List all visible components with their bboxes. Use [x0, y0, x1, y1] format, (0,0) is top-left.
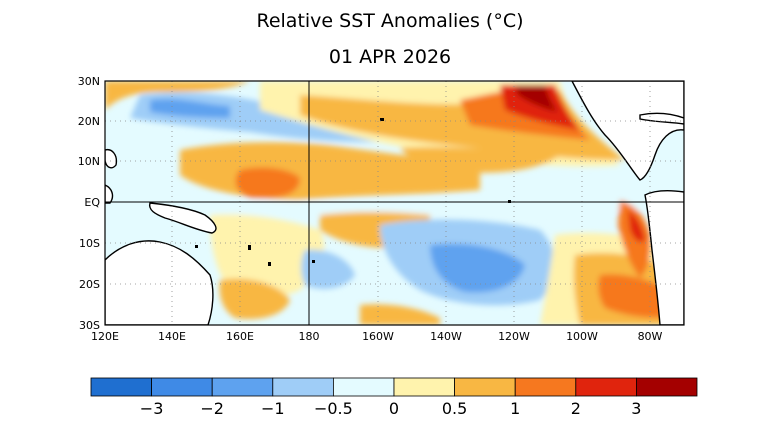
map-frame [104, 80, 685, 326]
anomaly-field [105, 81, 684, 325]
lon-label-140w: 140W [430, 330, 462, 343]
lat-label-10s: 10S [79, 237, 100, 250]
lon-axis: 120E 140E 160E 180 160W 140W 120W 100W 8… [91, 330, 663, 343]
gridlines [105, 81, 684, 325]
colorbar-swatch [332, 377, 395, 397]
colorbar-swatch [636, 377, 698, 397]
lon-label-120w: 120W [498, 330, 530, 343]
colorbar-label: −1 [261, 399, 285, 418]
lat-label-20s: 20S [79, 278, 100, 291]
colorbar-swatch [514, 377, 577, 397]
colorbar-swatch [272, 377, 334, 397]
colorbar-label: 2 [571, 399, 581, 418]
colorbar-label: −2 [200, 399, 224, 418]
colorbar-swatch [575, 377, 637, 397]
lon-label-140e: 140E [158, 330, 186, 343]
lon-label-80w: 80W [638, 330, 663, 343]
colorbar-swatch [393, 377, 455, 397]
lon-label-160w: 160W [362, 330, 394, 343]
landmasses [105, 81, 684, 325]
lon-label-120e: 120E [91, 330, 119, 343]
colorbar-label: −0.5 [314, 399, 353, 418]
colorbar: −3 −2 −1 −0.5 0 0.5 1 2 3 [90, 377, 698, 418]
colorbar-label: 3 [631, 399, 641, 418]
lat-label-eq: EQ [84, 196, 100, 209]
lat-label-30n: 30N [78, 75, 100, 88]
lon-label-160e: 160E [226, 330, 254, 343]
colorbar-label: 0.5 [442, 399, 467, 418]
colorbar-swatch [90, 377, 152, 397]
lat-axis: 30N 20N 10N EQ 10S 20S 30S [78, 75, 101, 332]
colorbar-label: −3 [140, 399, 164, 418]
map-date: 01 APR 2026 [328, 46, 452, 68]
colorbar-label: 1 [510, 399, 520, 418]
lon-label-100w: 100W [566, 330, 598, 343]
lat-label-10n: 10N [78, 155, 100, 168]
colorbar-swatch [151, 377, 213, 397]
lon-label-180: 180 [299, 330, 320, 343]
colorbar-label: 0 [389, 399, 399, 418]
colorbar-swatch [211, 377, 274, 397]
colorbar-swatch [454, 377, 516, 397]
lat-label-30s: 30S [79, 319, 100, 332]
lat-label-20n: 20N [78, 115, 100, 128]
map-title: Relative SST Anomalies (°C) [256, 10, 524, 32]
